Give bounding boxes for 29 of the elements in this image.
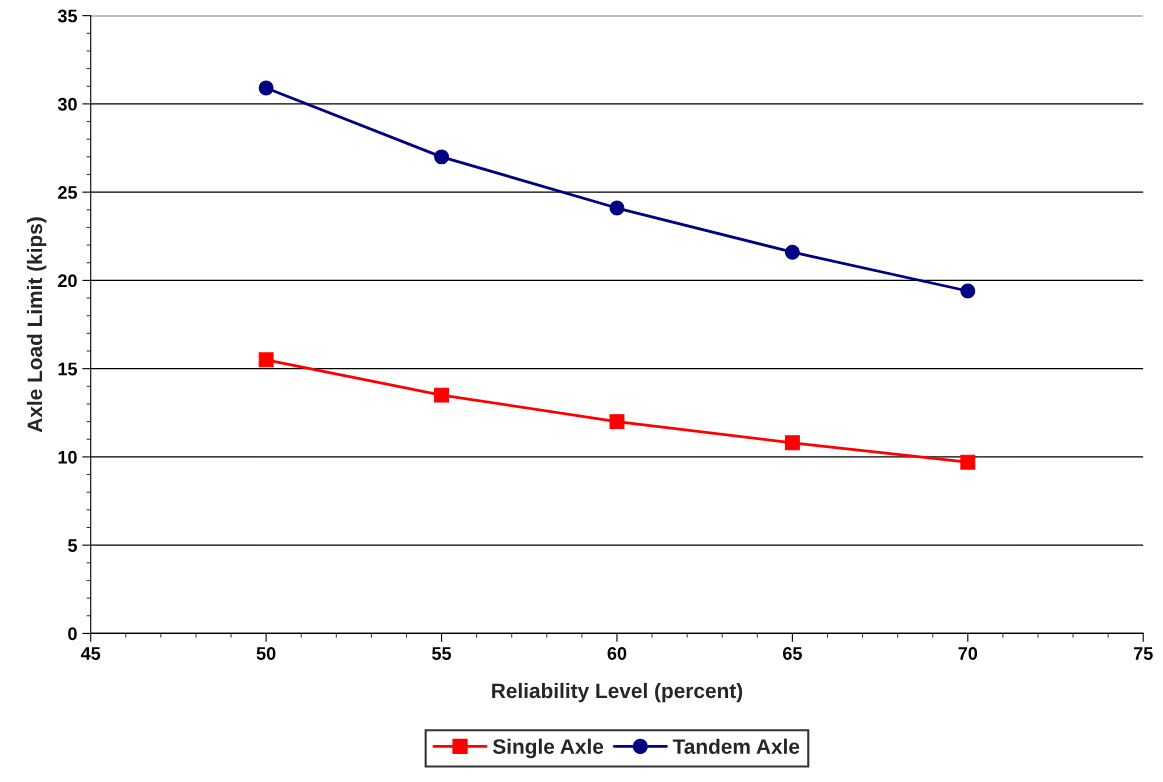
point: [784, 435, 800, 451]
y-tick-label: 35: [57, 9, 78, 23]
legend-label: Tandem Axle: [672, 738, 800, 754]
point: [434, 387, 450, 403]
point: [609, 200, 625, 216]
point: [609, 414, 625, 430]
y-tick-label: 25: [58, 186, 78, 199]
y-tick-label: 15: [58, 362, 78, 376]
y-axis-title: Axle Load Limit (kips): [26, 217, 47, 433]
x-tick-label: 75: [1133, 647, 1153, 660]
x-tick-label: 45: [80, 647, 101, 660]
point: [784, 244, 800, 260]
y-tick-label: 20: [58, 274, 77, 288]
point: [434, 149, 450, 165]
y-tick-label: 0: [68, 627, 77, 641]
x-tick-label: 55: [432, 647, 452, 660]
x-tick-label: 70: [958, 647, 978, 660]
point: [258, 80, 274, 96]
x-tick-label: 60: [607, 647, 627, 660]
y-tick-label: 30: [57, 97, 77, 111]
point: [258, 352, 274, 368]
x-axis-title: Reliability Level (percent): [492, 682, 743, 703]
point: [960, 454, 976, 470]
point: [960, 283, 976, 299]
legend-label: Single Axle: [492, 738, 604, 759]
x-tick-label: 50: [256, 647, 276, 660]
y-tick-label: 10: [58, 450, 77, 464]
x-tick-label: 65: [783, 647, 802, 660]
y-tick-label: 5: [68, 539, 78, 552]
